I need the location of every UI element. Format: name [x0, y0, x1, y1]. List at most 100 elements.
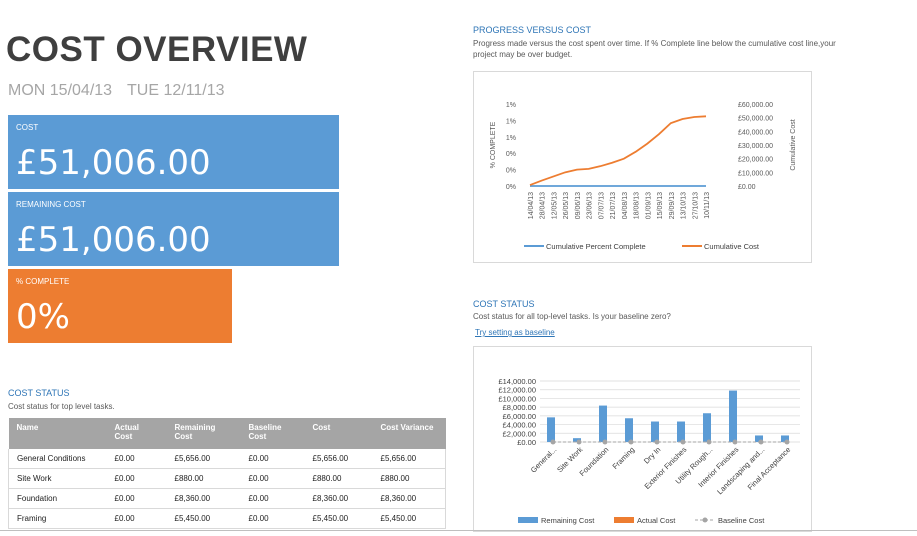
- baseline-point: [784, 439, 790, 445]
- x-tick-label: 29/09/13: [669, 192, 676, 219]
- table-cell: £8,360.00: [304, 488, 373, 509]
- progress-vs-cost-title: PROGRESS VERSUS COST: [473, 25, 592, 35]
- page-divider: [0, 530, 917, 531]
- bar-remaining-cost: [599, 405, 607, 442]
- table-header-row: Name Actual Cost Remaining Cost Baseline…: [8, 418, 446, 449]
- cost-tile-value: £51,006.00: [16, 143, 211, 183]
- x-tick-label: 18/08/13: [634, 192, 641, 219]
- y2-tick-label: £20,000.00: [738, 157, 773, 164]
- table-cell: £0.00: [240, 508, 305, 529]
- baseline-point: [680, 439, 686, 445]
- table-row: Foundation £0.00 £8,360.00 £0.00 £8,360.…: [8, 488, 446, 509]
- table-row: General Conditions £0.00 £5,656.00 £0.00…: [8, 449, 446, 469]
- bar-remaining-cost: [729, 390, 737, 442]
- x-tick-label: Landscaping and...: [715, 445, 766, 496]
- baseline-point: [550, 439, 556, 445]
- y-tick-label: 0%: [506, 151, 516, 158]
- baseline-point: [732, 439, 738, 445]
- table-cell: £880.00: [304, 468, 373, 489]
- x-tick-label: 27/10/13: [692, 192, 699, 219]
- legend-label: Actual Cost: [637, 516, 676, 525]
- y-tick-label: £10,000.00: [498, 394, 536, 403]
- table-cell: £5,656.00: [304, 449, 373, 469]
- bar-remaining-cost: [651, 421, 659, 442]
- progress-vs-cost-svg: 0% 0% 0% 1% 1% 1% £0.00 £10,000.00 £20,000.00 £30…: [490, 102, 797, 251]
- legend-marker: [702, 517, 708, 523]
- x-tick-label: 14/04/13: [528, 192, 535, 219]
- y2-axis-title: Cumulative Cost: [790, 119, 797, 170]
- x-tick-label: 26/05/13: [563, 192, 570, 219]
- column-header-cost-variance: Cost Variance: [372, 418, 446, 449]
- bar-remaining-cost: [755, 435, 763, 442]
- x-tick-label: Dry In: [642, 445, 663, 466]
- y-tick-label: 1%: [506, 102, 516, 109]
- y2-tick-label: £50,000.00: [738, 116, 773, 123]
- table-cell: £0.00: [240, 449, 305, 469]
- percent-complete-tile-label: % COMPLETE: [16, 277, 70, 286]
- cost-tile-label: COST: [16, 123, 39, 132]
- baseline-point: [628, 439, 634, 445]
- x-tick-label: 04/08/13: [622, 192, 629, 219]
- bar-remaining-cost: [625, 418, 633, 442]
- bar-remaining-cost: [703, 413, 711, 442]
- table-row: Site Work £0.00 £880.00 £0.00 £880.00 £8…: [8, 468, 446, 489]
- y2-tick-label: £30,000.00: [738, 143, 773, 150]
- x-tick-label: 01/09/13: [645, 192, 652, 219]
- column-header-baseline-cost: Baseline Cost: [240, 418, 305, 449]
- y-tick-label: £12,000.00: [498, 386, 536, 395]
- y-tick-label: 0%: [506, 184, 516, 191]
- y2-tick-label: £40,000.00: [738, 129, 773, 136]
- remaining-cost-tile-label: REMAINING COST: [16, 200, 86, 209]
- cost-status-svg: £0.00£2,000.00£4,000.00£6,000.00£8,000.0…: [498, 377, 800, 525]
- table-cell: £5,656.00: [166, 449, 241, 469]
- project-start-date: MON 15/04/13: [8, 82, 113, 99]
- remaining-cost-tile: REMAINING COST £51,006.00: [8, 192, 339, 266]
- x-tick-label: General...: [529, 445, 559, 475]
- table-cell: £880.00: [166, 468, 241, 489]
- x-tick-label: 15/09/13: [657, 192, 664, 219]
- cost-status-chart-description: Cost status for all top-level tasks. Is …: [473, 312, 671, 321]
- x-tick-label: Framing: [611, 445, 637, 471]
- x-tick-label: 28/04/13: [540, 192, 547, 219]
- y2-tick-label: £10,000.00: [738, 170, 773, 177]
- table-cell: Foundation: [8, 488, 107, 509]
- y-tick-label: 1%: [506, 118, 516, 125]
- cost-status-chart: £0.00 £2,000.00 £4,000.00 £6,000.00 £8,000.0…: [473, 346, 812, 532]
- y-tick-label: £2,000.00: [503, 429, 536, 438]
- legend-label: Cumulative Percent Complete: [546, 242, 646, 251]
- bar-remaining-cost: [547, 417, 555, 442]
- legend-label: Remaining Cost: [541, 516, 595, 525]
- legend-swatch: [518, 517, 538, 523]
- column-header-actual-cost: Actual Cost: [106, 418, 167, 449]
- legend-swatch: [614, 517, 634, 523]
- bar-remaining-cost: [573, 438, 581, 442]
- bar-remaining-cost: [677, 421, 685, 442]
- cost-tile: COST £51,006.00: [8, 115, 339, 189]
- set-baseline-link[interactable]: Try setting as baseline: [475, 328, 555, 337]
- report-title: COST OVERVIEW: [6, 30, 308, 69]
- table-cell: Framing: [8, 508, 107, 529]
- progress-vs-cost-description: Progress made versus the cost spent over…: [473, 39, 836, 59]
- x-tick-label: 12/05/13: [551, 192, 558, 219]
- cost-status-table-description: Cost status for top level tasks.: [8, 402, 115, 411]
- legend-label: Baseline Cost: [718, 516, 765, 525]
- table-cell: £0.00: [240, 468, 305, 489]
- cost-status-table-title: COST STATUS: [8, 388, 70, 398]
- x-tick-label: 21/07/13: [610, 192, 617, 219]
- table-cell: £5,450.00: [304, 508, 373, 529]
- baseline-point: [758, 439, 764, 445]
- x-tick-label: 13/10/13: [681, 192, 688, 219]
- table-cell: General Conditions: [8, 449, 107, 469]
- y2-tick-label: £0.00: [738, 184, 756, 191]
- cost-status-chart-title: COST STATUS: [473, 299, 535, 309]
- bar-remaining-cost: [781, 435, 789, 442]
- y-tick-label: £0.00: [517, 438, 536, 447]
- table-cell: £0.00: [106, 449, 167, 469]
- column-header-remaining-cost: Remaining Cost: [166, 418, 241, 449]
- y-tick-label: £8,000.00: [503, 403, 536, 412]
- baseline-point: [706, 439, 712, 445]
- percent-complete-tile-value: 0%: [16, 297, 70, 337]
- cost-status-table: Name Actual Cost Remaining Cost Baseline…: [8, 418, 446, 529]
- y-tick-label: £14,000.00: [498, 377, 536, 386]
- table-cell: £0.00: [240, 488, 305, 509]
